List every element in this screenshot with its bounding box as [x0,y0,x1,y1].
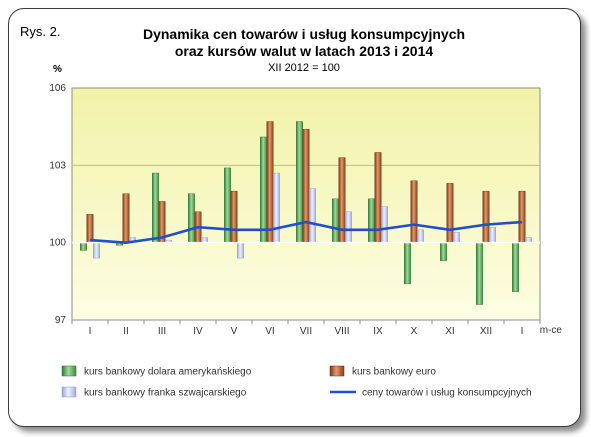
bar-eur [230,190,238,243]
bar-chf [93,242,100,259]
x-axis-unit: m-ce [540,325,563,336]
bar-usd [152,172,159,243]
bar-chf [237,242,244,259]
x-tick-label: I [521,326,524,337]
cpi-series-line [89,220,523,244]
legend: kurs bankowy dolara amerykańskiego kurs b… [61,365,532,399]
legend-label: kurs bankowy euro [352,367,436,378]
bar-usd [224,167,231,243]
legend-swatch [329,365,345,377]
x-tick-label: XI [445,326,454,337]
y-tick-label: 103 [49,160,66,171]
x-tick-label: IV [193,326,203,337]
cpi-line [89,220,523,244]
chart-subtitle: XII 2012 = 100 [268,62,340,74]
legend-label: kurs bankowy dolara amerykańskiego [84,367,252,378]
x-tick-label: VIII [334,326,349,337]
x-tick-label: II [123,326,129,337]
bar-chf [381,206,388,243]
y-axis-unit: % [53,64,62,75]
x-tick-label: V [231,326,238,337]
legend-label: kurs bankowy franka szwajcarskiego [84,388,247,399]
bar-eur [482,190,490,243]
bar-usd [512,242,519,292]
bar-eur [122,193,130,243]
bar-chf [201,237,208,243]
x-tick-label: VII [300,326,312,337]
figure-label: Rys. 2. [20,24,60,39]
bar-eur [302,129,310,243]
bar-chf [525,237,532,243]
bar-chf [453,232,460,243]
bar-usd [368,198,375,243]
bar-chf [309,188,316,243]
bar-chf [273,172,280,243]
bar-chf [345,211,352,243]
x-tick-label: IX [373,326,383,337]
legend-swatch [61,365,77,377]
y-axis-ticks: 97 100 103 106 [49,83,66,326]
x-tick-label: III [158,326,166,337]
bar-eur [266,121,274,243]
bar-usd [476,242,483,305]
chart-title-line-2: oraz kursów walut w latach 2013 i 2014 [175,43,434,59]
x-tick-label: X [411,326,418,337]
x-tick-label: XII [480,326,492,337]
legend-swatch [61,386,77,398]
y-tick-label: 100 [49,238,66,249]
bar-eur [446,183,454,243]
x-axis-ticks: I II III IV V VI VII VIII IX X XI XII I [71,320,541,337]
y-tick-label: 106 [49,83,66,94]
bar-usd [332,198,339,243]
bar-chf [417,229,424,243]
x-tick-label: I [89,326,92,337]
bar-eur [86,214,94,243]
legend-label: ceny towarów i usług konsumpcyjnych [362,388,532,399]
chart-title-line-1: Dynamika cen towarów i usług konsumpcyjn… [143,26,465,42]
bar-chf [489,226,496,243]
y-tick-label: 97 [55,315,67,326]
bar-usd [260,136,267,243]
bar-eur [410,180,418,243]
x-tick-label: VI [265,326,274,337]
bar-usd [80,242,87,251]
bar-usd [440,242,447,261]
bar-eur [518,190,526,243]
bars [80,121,532,305]
bar-usd [404,242,411,285]
bar-usd [188,193,195,243]
